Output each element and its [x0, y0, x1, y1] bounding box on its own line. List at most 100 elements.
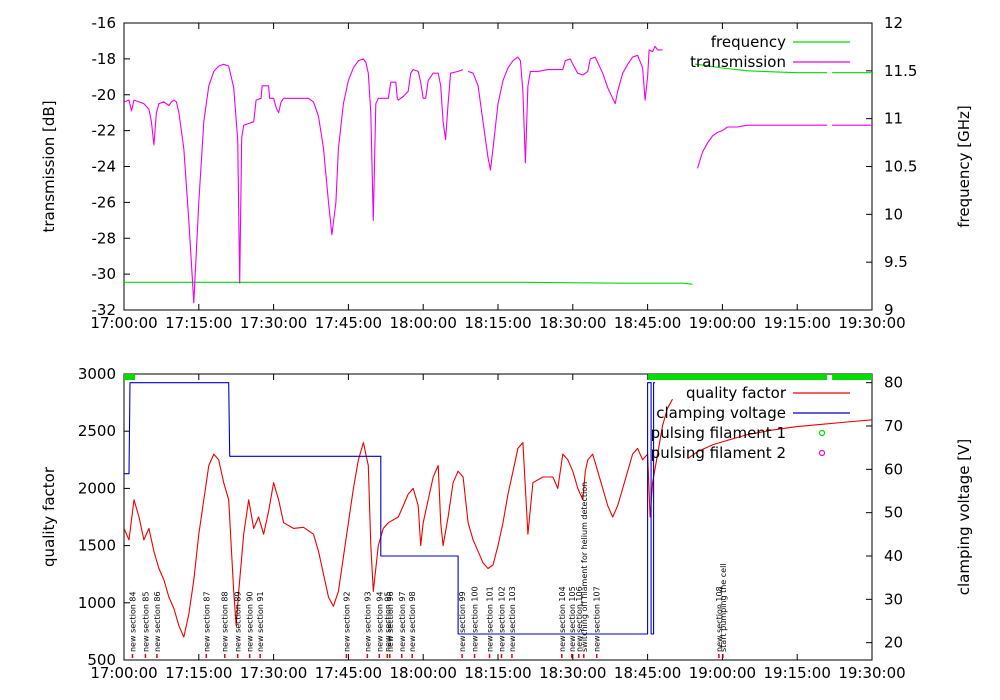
y-left-tick-label: -16 [92, 14, 117, 32]
x-tick-label: 18:30:00 [539, 664, 606, 682]
y-left-axis-label: transmission [dB] [40, 100, 58, 232]
annotation-label: switching off filament for helium detect… [580, 482, 589, 652]
annotation-label: new section 88 [221, 591, 230, 652]
legend-swatch [818, 449, 826, 457]
legend-label: quality factor [686, 384, 787, 402]
y-right-tick-label: 12 [884, 14, 903, 32]
y-right-axis-label: frequency [GHz] [955, 105, 973, 227]
legend-label: pulsing filament 2 [651, 444, 786, 462]
series-transmission-segment [696, 124, 828, 169]
y-left-tick-label: 2000 [78, 479, 116, 497]
y-left-tick-label: 500 [87, 651, 116, 669]
annotation-label: new section 104 [558, 586, 567, 652]
x-tick-label: 19:30:00 [838, 314, 905, 332]
x-tick-label: 19:00:00 [689, 664, 756, 682]
legend: quality factor clamping voltage pulsing fi… [651, 384, 850, 462]
annotation-label: new section 92 [342, 591, 351, 652]
annotation-label: new section 89 [234, 591, 243, 652]
x-tick-label: 18:15:00 [464, 664, 531, 682]
x-tick-label: 17:30:00 [240, 664, 307, 682]
y-right-tick-label: 40 [884, 547, 903, 565]
annotation-label: new section 99 [458, 591, 467, 652]
y-right-axis-label: clamping voltage [V] [955, 439, 973, 595]
y-left-tick-label: -24 [92, 158, 117, 176]
y-right-tick-label: 9 [884, 301, 894, 319]
annotation-label: new section 90 [246, 591, 255, 652]
chart-panel-2: 17:00:00 17:15:00 17:30:00 17:45:00 18:00:00… [40, 365, 973, 682]
annotation-label: new section 86 [153, 591, 162, 652]
y-right-tick-label: 50 [884, 504, 903, 522]
y-left-tick-label: 1500 [78, 537, 116, 555]
legend-label: clamping voltage [656, 404, 786, 422]
y-right-tick-label: 70 [884, 417, 903, 435]
x-tick-label: 19:15:00 [764, 314, 831, 332]
y-right-tick-label: 11.5 [884, 62, 917, 80]
x-tick-label: 17:00:00 [90, 664, 157, 682]
annotation-label: new section 103 [508, 586, 517, 652]
annotation-label: new section 93 [363, 591, 372, 652]
annotation-label: new section 102 [497, 586, 506, 652]
y-left-tick-label: -20 [92, 86, 117, 104]
legend-swatch [818, 429, 826, 437]
x-tick-label: 17:15:00 [165, 314, 232, 332]
x-tick-label: 18:45:00 [614, 664, 681, 682]
y-left-tick-label: -32 [92, 301, 117, 319]
series-transmission-segment [467, 45, 663, 171]
data-layer [124, 45, 872, 304]
legend-label: frequency [711, 33, 786, 51]
y-left-axis-label: quality factor [40, 466, 58, 567]
series-quality-factor-segment [124, 398, 673, 638]
y-right-tick-label: 10 [884, 205, 903, 223]
annotation-label: new section 85 [141, 591, 150, 652]
x-tick-label: 17:00:00 [90, 314, 157, 332]
legend: frequency transmission [690, 33, 850, 71]
y-right-tick-label: 80 [884, 374, 903, 392]
annotation-label: new section 100 [471, 586, 480, 652]
x-tick-label: 18:00:00 [390, 314, 457, 332]
x-tick-label: 18:45:00 [614, 314, 681, 332]
y-left-tick-label: 2500 [78, 422, 116, 440]
legend-label: pulsing filament 1 [651, 424, 786, 442]
x-tick-label: 19:00:00 [689, 314, 756, 332]
y-right-tick-label: 20 [884, 634, 903, 652]
annotation-label: new section 94 [375, 591, 384, 652]
y-right-tick-label: 10.5 [884, 158, 917, 176]
series-frequency-segment [124, 281, 693, 285]
annotation-label: start pumping the cell [719, 563, 728, 652]
annotation-label: new section 96 [386, 591, 395, 652]
annotation-label: new section 107 [593, 586, 602, 652]
series-quality-factor-segment [687, 419, 872, 460]
annotation-label: new section 95 [383, 591, 392, 652]
y-right-tick-label: 9.5 [884, 253, 908, 271]
y-right-tick-label: 30 [884, 590, 903, 608]
x-tick-label: 18:30:00 [539, 314, 606, 332]
annotation-label: new section 101 [486, 586, 495, 652]
y-left-tick-label: -22 [92, 122, 117, 140]
y-left-tick-label: -26 [92, 193, 117, 211]
x-tick-label: 18:00:00 [390, 664, 457, 682]
series-transmission-segment [124, 58, 464, 304]
x-tick-label: 18:15:00 [464, 314, 531, 332]
y-left-tick-label: 3000 [78, 365, 116, 383]
annotation-label: new section 84 [128, 591, 137, 652]
legend-label: transmission [690, 53, 786, 71]
annotation-label: new section 98 [408, 591, 417, 652]
annotation-label: new section 108 [715, 586, 724, 652]
x-tick-label: 19:30:00 [838, 664, 905, 682]
y-left-tick-label: 1000 [78, 594, 116, 612]
series-clamping-voltage-segment [124, 382, 656, 635]
annotation-label: new section 106 [575, 586, 584, 652]
x-tick-label: 17:45:00 [315, 664, 382, 682]
y-left-tick-label: -18 [92, 50, 117, 68]
x-tick-label: 17:15:00 [165, 664, 232, 682]
y-left-tick-label: -30 [92, 265, 117, 283]
annotation-label: new section 91 [256, 591, 265, 652]
series-frequency-segment [694, 63, 828, 74]
x-tick-label: 17:45:00 [315, 314, 382, 332]
annotation-label: new section 105 [568, 586, 577, 652]
y-right-tick-label: 11 [884, 110, 903, 128]
y-left-tick-label: -28 [92, 229, 117, 247]
x-tick-label: 17:30:00 [240, 314, 307, 332]
y-right-tick-label: 60 [884, 460, 903, 478]
